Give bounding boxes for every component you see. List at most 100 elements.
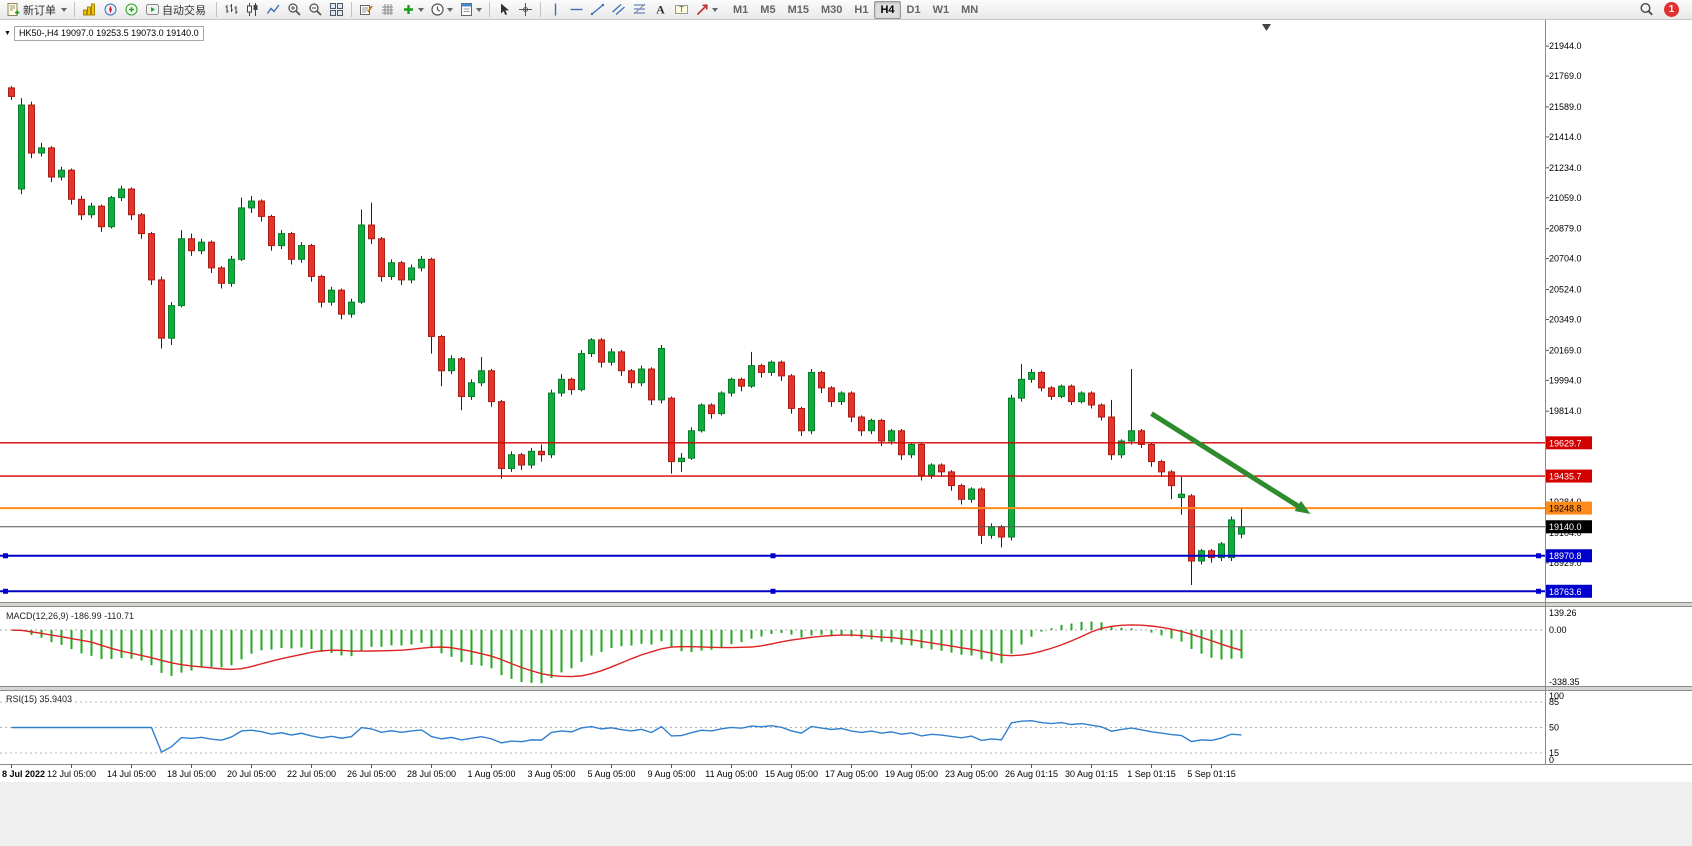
template-button[interactable]: [456, 1, 485, 19]
timeframe-mn-button[interactable]: MN: [955, 1, 984, 19]
zoom-out-icon: [309, 3, 322, 16]
bull-candle: [748, 365, 755, 387]
trendline-button[interactable]: [587, 1, 608, 19]
autotrading-icon: [146, 4, 159, 15]
line-handle[interactable]: [1536, 553, 1541, 559]
time-axis-label: 18 Jul 05:00: [167, 769, 216, 779]
bull-candle: [968, 488, 975, 500]
periods-button[interactable]: [427, 1, 456, 19]
notification-badge[interactable]: 1: [1664, 2, 1679, 17]
bear-candle: [98, 205, 105, 228]
tile-windows-icon: [330, 3, 343, 16]
timeframe-m15-button[interactable]: M15: [782, 1, 815, 19]
zoom-in-icon: [288, 3, 301, 16]
grid-button[interactable]: [377, 1, 398, 19]
timeframe-m30-button[interactable]: M30: [815, 1, 848, 19]
search-button[interactable]: [1636, 1, 1657, 19]
objects-list-button[interactable]: [356, 1, 377, 19]
autotrading-button[interactable]: 自动交易: [142, 1, 212, 19]
bear-candle: [1148, 443, 1155, 463]
bull-candle: [558, 378, 565, 394]
time-axis-label: 26 Aug 01:15: [1005, 769, 1058, 779]
equidistant-channel-button[interactable]: [608, 1, 629, 19]
line-handle[interactable]: [3, 588, 8, 594]
bull-candle: [478, 370, 485, 384]
bear-candle: [598, 339, 605, 363]
tile-windows-button[interactable]: [326, 1, 347, 19]
horizontal-line-button[interactable]: [566, 1, 587, 19]
time-axis-label: 14 Jul 05:00: [107, 769, 156, 779]
time-axis-label: 20 Jul 05:00: [227, 769, 276, 779]
bull-candle: [698, 404, 705, 432]
time-axis-label: 8 Jul 2022: [2, 769, 45, 779]
zoom-out-button[interactable]: [305, 1, 326, 19]
bear-candle: [738, 378, 745, 387]
line-handle[interactable]: [1536, 588, 1541, 594]
new-order-icon: [7, 3, 20, 16]
cursor-button[interactable]: [494, 1, 515, 19]
new-order-label: 新订单: [23, 4, 56, 17]
svg-text:A: A: [656, 3, 665, 17]
indicators-button[interactable]: [398, 1, 427, 19]
rsi-panel-splitter[interactable]: [0, 686, 1692, 691]
line-handle[interactable]: [770, 588, 776, 594]
bear-candle: [828, 387, 835, 403]
navigator-button[interactable]: [100, 1, 121, 19]
timeframe-h1-button[interactable]: H1: [848, 1, 874, 19]
terminal-button[interactable]: [121, 1, 142, 19]
line-handle[interactable]: [770, 553, 776, 559]
one-click-trading-toggle[interactable]: ▼: [4, 30, 11, 37]
timeframe-h4-button[interactable]: H4: [874, 0, 901, 19]
time-axis-label: 26 Jul 05:00: [347, 769, 396, 779]
market-watch-button[interactable]: [79, 1, 100, 19]
bull-candle: [298, 245, 305, 260]
rsi-name: RSI(15): [6, 694, 38, 704]
line-handle[interactable]: [3, 553, 8, 559]
symbol-period-label: HK50-,H4: [19, 28, 59, 38]
timeframe-m1-button[interactable]: M1: [727, 1, 754, 19]
bear-candle: [338, 289, 345, 315]
text-label-button[interactable]: T: [671, 1, 692, 19]
equidistant-channel-icon: [612, 4, 625, 15]
macd-scale-zero: 0.00: [1549, 625, 1567, 635]
timeframe-d1-button[interactable]: D1: [901, 1, 927, 19]
periods-icon: [431, 3, 444, 16]
candlestick-chart-button[interactable]: [242, 1, 263, 19]
rsi-line: [11, 719, 1242, 754]
time-axis-label: 28 Jul 05:00: [407, 769, 456, 779]
fibonacci-button[interactable]: [629, 1, 650, 19]
arrows-button[interactable]: [692, 1, 721, 19]
macd-panel-splitter[interactable]: [0, 602, 1692, 607]
vertical-line-icon: [554, 3, 557, 16]
bear-candle: [668, 397, 675, 463]
time-axis-label: 5 Sep 01:15: [1187, 769, 1236, 779]
line-chart-button[interactable]: [263, 1, 284, 19]
bull-candle: [118, 188, 125, 199]
chart-shift-marker[interactable]: [1262, 24, 1271, 31]
macd-signal-line: [11, 624, 1242, 678]
crosshair-button[interactable]: [515, 1, 536, 19]
crosshair-icon: [519, 3, 532, 16]
zoom-in-button[interactable]: [284, 1, 305, 19]
new-order-button[interactable]: 新订单: [3, 1, 70, 19]
trend-arrow[interactable]: [1150, 411, 1301, 510]
bull-candle: [328, 289, 335, 303]
timeframe-m5-button[interactable]: M5: [754, 1, 781, 19]
vertical-line-button[interactable]: [545, 1, 566, 19]
bear-candle: [798, 407, 805, 432]
bear-candle: [778, 361, 785, 377]
price-chart[interactable]: 21944.0 21769.0 21589.0 21414.0 21234.0 21059…: [0, 20, 1692, 846]
time-axis-label: 15 Aug 05:00: [765, 769, 818, 779]
bar-chart-button[interactable]: [221, 1, 242, 19]
bear-candle: [378, 238, 385, 277]
text-button[interactable]: A: [650, 1, 671, 19]
bear-candle: [618, 351, 625, 372]
price-badge-label: 19629.7: [1549, 438, 1582, 448]
time-axis-label: 1 Aug 05:00: [467, 769, 515, 779]
toolbar-separator: [540, 2, 541, 17]
bull-candle: [238, 207, 245, 260]
horizontal-line-icon: [570, 8, 583, 11]
price-tick-label: 20879.0: [1549, 224, 1582, 234]
timeframe-w1-button[interactable]: W1: [927, 1, 956, 19]
